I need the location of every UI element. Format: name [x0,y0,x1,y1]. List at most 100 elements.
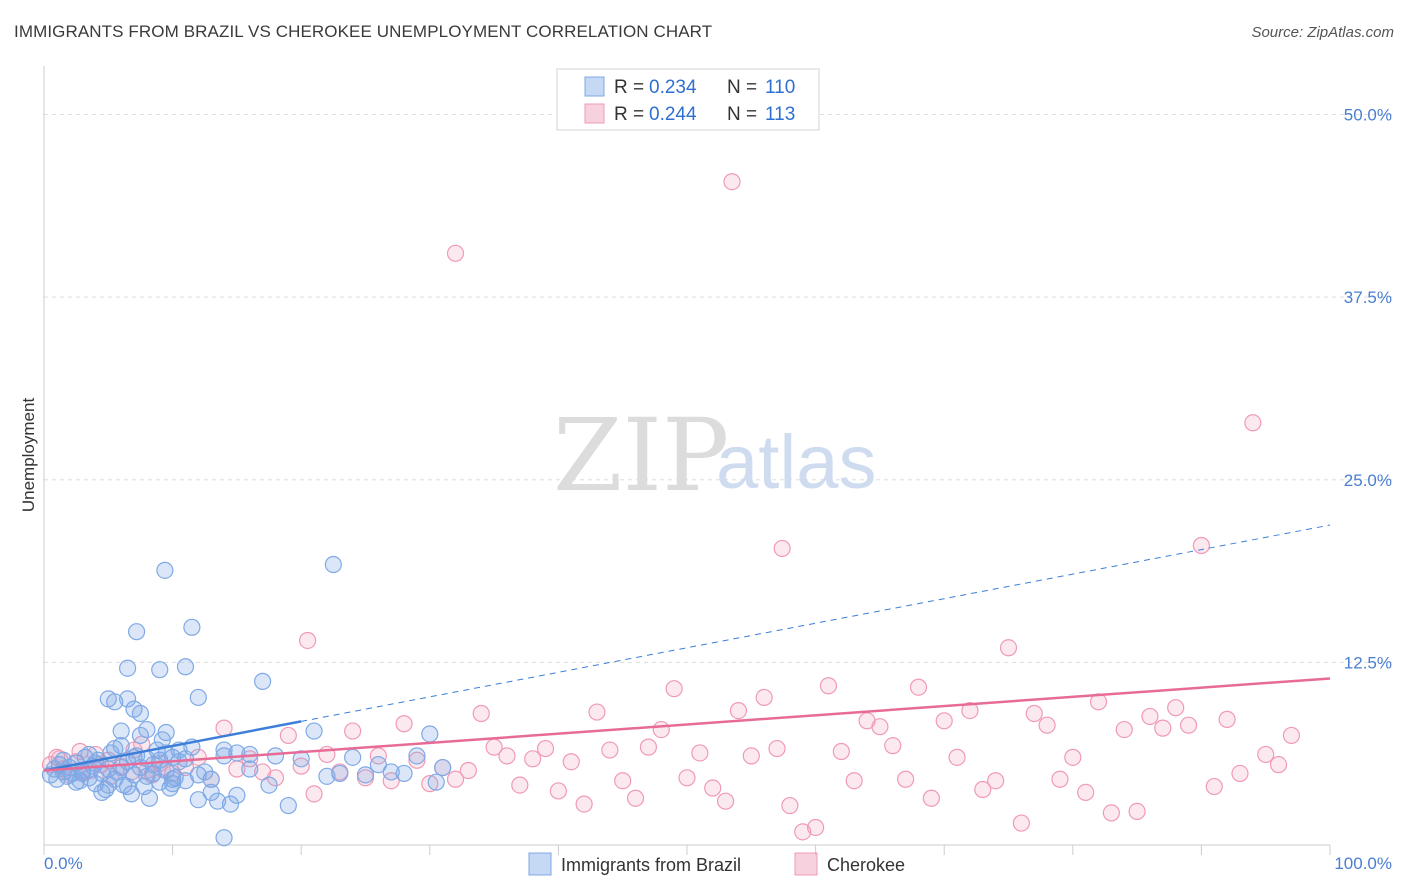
ticks-layer: 12.5% 25.0% 37.5% 50.0% 0.0% 100.0% [44,106,1392,873]
cherokee-point [1257,745,1275,764]
brazil-point [279,796,297,815]
brazil-point [202,770,220,788]
brazil-point [356,766,375,784]
brazil-point [73,764,92,783]
cherokee-point [369,747,387,765]
cherokee-point [716,792,735,810]
cherokee-point [678,769,696,787]
cherokee-point [1231,764,1249,783]
cherokee-point [575,795,593,813]
brazil-point [318,767,336,785]
brazil-point [112,758,130,777]
brazil-point [209,792,227,810]
brazil-point [427,773,445,791]
brazil-point [189,766,207,784]
x-tick-label-min: 0.0% [44,854,83,873]
source-credit: Source: ZipAtlas.com [1251,24,1394,41]
cherokee-point [1025,704,1043,723]
brazil-trend-dashed [301,524,1331,722]
cherokee-point [832,742,850,761]
cherokee-point [781,796,799,815]
legend-n-label-brazil: N = [727,77,757,98]
cherokee-point [1244,414,1262,432]
brazil-point [369,756,387,774]
cherokee-point [1115,720,1133,739]
brazil-point [106,693,124,711]
cherokee-point [1128,802,1146,820]
cherokee-point [1192,536,1211,555]
cherokee-point [1179,716,1198,734]
cherokee-point [536,739,555,758]
bottom-legend-label-brazil: Immigrants from Brazil [561,855,741,875]
cherokee-point [614,772,632,790]
legend-swatch-brazil [584,76,605,97]
watermark-atlas: atlas [716,420,877,505]
cherokee-point [1218,710,1236,728]
brazil-point [408,747,426,765]
cherokee-point [1012,814,1030,832]
brazil-point [382,763,400,781]
brazil-point [157,723,175,742]
brazil-point [151,751,169,769]
cherokee-point [279,726,297,745]
cherokee-point [408,751,426,769]
trend-layer [43,524,1331,772]
cherokee-point [1167,699,1185,717]
brazil-point [176,658,195,676]
brazil-point [395,764,413,783]
cherokee-point [922,789,940,807]
brazil-point [344,748,362,766]
brazil-point [228,786,246,804]
y-tick-label: 37.5% [1344,288,1392,307]
cherokee-point [1102,804,1120,822]
brazil-point [127,623,146,641]
brazil-trend-solid [43,720,302,772]
brazil-point [305,722,323,740]
cherokee-point [909,678,928,696]
brazil-point [221,795,240,813]
legend-r-value-cherokee: 0.244 [649,104,697,125]
cherokee-point [806,818,825,837]
x-tick-label-max: 100.0% [1334,854,1392,873]
brazil-point [164,770,182,788]
brazil-point [67,773,85,791]
brazil-point [434,758,452,777]
brazil-point [260,776,278,794]
legend-swatch-cherokee [584,103,605,124]
cherokee-point [1077,783,1095,802]
cherokee-point [472,704,490,723]
brazil-point [99,776,117,794]
cherokee-point [344,722,362,740]
cherokee-point [897,770,915,788]
brazil-point [86,754,105,772]
cherokee-point [588,703,606,721]
cherokee-point [459,761,477,780]
cherokee-point [1282,726,1301,745]
legend-n-value-brazil: 110 [765,77,795,98]
brazil-point [202,783,220,802]
brazil-point [138,767,156,785]
cherokee-point [755,688,773,707]
cherokee-point [948,748,966,766]
brazil-point [131,704,150,723]
brazil-point [156,561,174,579]
cherokee-point [742,747,760,765]
watermark: ZIP atlas [553,397,877,514]
cherokee-point [652,720,670,739]
cherokee-point [446,770,465,788]
brazil-point [138,720,156,739]
cherokee-point [189,748,207,766]
brazil-point [183,618,201,636]
cherokee-point [601,741,619,759]
cherokee-point [819,677,838,695]
brazil-point [151,661,169,679]
legend-n-value-cherokee: 113 [765,104,795,125]
cherokee-point [961,701,979,720]
cherokee-point [884,737,902,755]
cherokee-point [395,715,413,733]
cherokee-point [1205,777,1223,796]
brazil-point [189,688,207,707]
y-tick-label: 50.0% [1344,106,1392,125]
cherokee-point [292,757,310,775]
